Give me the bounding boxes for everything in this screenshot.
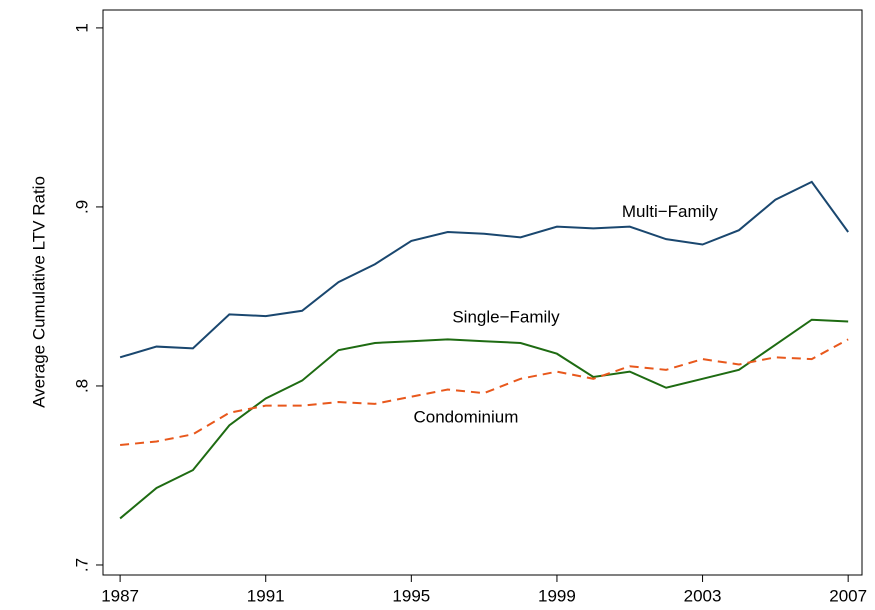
series-label: Condominium [413, 408, 518, 427]
series-label: Multi−Family [622, 202, 718, 221]
line-series [120, 338, 849, 447]
y-axis-label: Average Cumulative LTV Ratio [29, 176, 48, 408]
plot-frame [102, 9, 863, 576]
line-series [119, 318, 849, 520]
y-tick-label: 1 [72, 23, 91, 32]
y-tick-label: .8 [72, 379, 91, 393]
x-tick-label: 1991 [247, 586, 285, 605]
x-tick-label: 2003 [684, 586, 722, 605]
x-tick-label: 1999 [538, 586, 576, 605]
x-tick-label: 1987 [101, 586, 139, 605]
y-tick-label: .7 [72, 558, 91, 572]
series-label: Single−Family [452, 307, 560, 326]
y-tick-label: .9 [72, 200, 91, 214]
x-tick-label: 1995 [392, 586, 430, 605]
x-tick-label: 2007 [829, 586, 867, 605]
line-series [119, 180, 849, 359]
